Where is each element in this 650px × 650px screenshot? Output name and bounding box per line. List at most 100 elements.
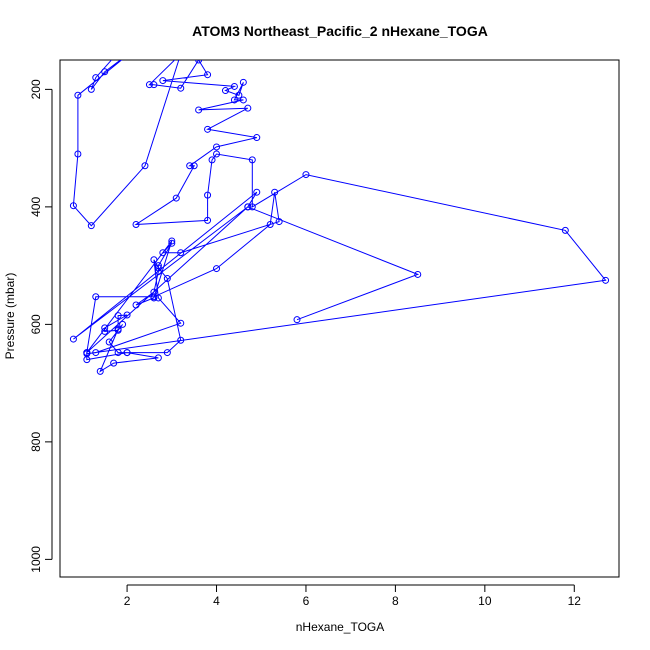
data-point	[235, 91, 243, 99]
data-point	[239, 96, 247, 104]
data-point	[177, 249, 185, 257]
series-0	[69, 39, 610, 375]
data-point	[230, 96, 238, 104]
data-point	[253, 134, 261, 142]
data-point	[132, 301, 140, 309]
data-point	[154, 354, 162, 362]
data-point	[101, 324, 109, 332]
data-point	[83, 356, 91, 364]
data-point	[230, 82, 238, 90]
data-point	[163, 275, 171, 283]
data-point	[150, 288, 158, 296]
data-point	[101, 68, 109, 76]
data-point	[159, 77, 167, 85]
x-tick-label: 10	[478, 594, 492, 608]
data-point	[114, 325, 122, 333]
data-point	[213, 143, 221, 151]
data-point	[154, 294, 162, 302]
data-point	[150, 293, 158, 301]
y-tick-label: 800	[29, 432, 43, 452]
data-point	[253, 188, 261, 196]
data-point	[124, 39, 130, 45]
data-point	[293, 316, 301, 324]
data-point	[105, 338, 113, 346]
data-point	[172, 194, 180, 202]
data-point	[414, 270, 422, 278]
data-point	[266, 221, 274, 228]
data-point	[602, 276, 610, 284]
data-point	[275, 218, 283, 226]
data-point	[119, 320, 127, 328]
data-point	[204, 191, 212, 199]
data-point	[302, 171, 310, 179]
data-point	[145, 81, 153, 89]
data-point	[248, 156, 256, 164]
data-point	[204, 71, 212, 79]
data-point	[87, 222, 95, 230]
series-line	[72, 60, 607, 373]
data-point	[83, 349, 91, 357]
data-point	[141, 162, 149, 170]
data-point	[92, 349, 100, 357]
y-tick-label: 200	[29, 79, 43, 99]
data-point	[190, 162, 198, 170]
data-point	[69, 335, 77, 343]
y-tick-label: 600	[29, 314, 43, 334]
data-point	[150, 256, 158, 264]
data-point	[101, 327, 109, 335]
data-point	[114, 349, 122, 357]
data-point	[208, 156, 216, 164]
data-point	[114, 312, 122, 320]
data-point	[186, 162, 194, 170]
data-point	[123, 349, 131, 357]
data-point	[213, 265, 221, 273]
data-point	[159, 249, 167, 257]
data-point	[110, 359, 118, 367]
data-point	[248, 203, 256, 211]
data-point	[123, 311, 131, 319]
data-point	[213, 150, 221, 158]
data-point	[204, 216, 212, 224]
data-point	[150, 81, 158, 89]
data-point	[177, 84, 185, 92]
data-point	[271, 188, 279, 196]
x-tick-label: 12	[568, 594, 582, 608]
data-point	[177, 319, 185, 327]
data-point	[154, 262, 162, 270]
chart-title: ATOM3 Northeast_Pacific_2 nHexane_TOGA	[192, 23, 488, 39]
plot-frame	[59, 59, 620, 578]
y-tick-label: 400	[29, 197, 43, 217]
x-tick-label: 6	[303, 594, 310, 608]
data-point	[132, 221, 140, 228]
data-point	[74, 150, 82, 158]
y-tick-label: 1000	[29, 546, 43, 573]
data-point	[74, 91, 82, 99]
data-point	[92, 293, 100, 301]
x-tick-label: 2	[124, 594, 131, 608]
data-point	[178, 51, 184, 57]
axes: 2 4 6 8 10 12 200 400 600 800 1000	[29, 79, 581, 608]
data-point	[168, 237, 176, 245]
data-point	[195, 60, 203, 64]
x-tick-label: 4	[213, 594, 220, 608]
data-point	[96, 367, 104, 375]
data-point	[177, 336, 185, 344]
data-point	[244, 203, 252, 211]
data-point	[561, 226, 569, 234]
data-point	[244, 104, 252, 112]
data-point	[92, 74, 100, 82]
data-point	[133, 45, 139, 51]
x-axis-label: nHexane_TOGA	[296, 620, 385, 634]
data-point	[168, 239, 176, 247]
data-point	[239, 78, 247, 86]
data-point	[195, 106, 203, 114]
data-point	[204, 125, 212, 133]
x-tick-label: 8	[392, 594, 399, 608]
data-point	[69, 202, 77, 210]
series-layer	[69, 39, 610, 375]
data-point	[154, 264, 162, 272]
data-point	[163, 349, 171, 357]
data-point	[87, 85, 95, 93]
data-point	[221, 87, 229, 95]
